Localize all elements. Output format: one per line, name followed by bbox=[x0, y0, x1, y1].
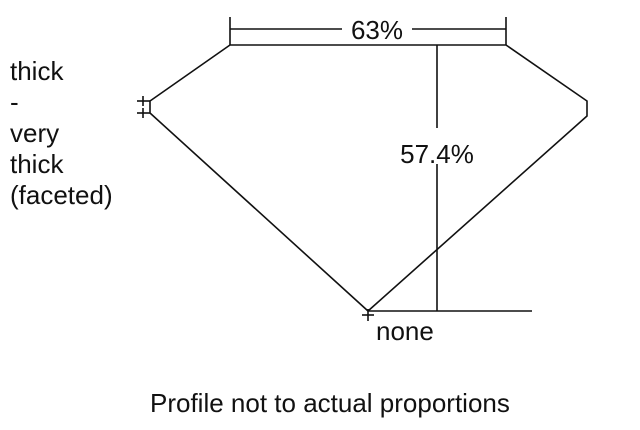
girdle-label-line: (faceted) bbox=[10, 180, 113, 210]
depth-percent-label: 57.4% bbox=[400, 139, 474, 169]
girdle-label: thick - very thick (faceted) bbox=[10, 56, 113, 210]
girdle-label-line: thick bbox=[10, 56, 64, 86]
depth-label-backdrop bbox=[410, 128, 470, 164]
table-percent-label: 63% bbox=[351, 15, 403, 45]
culet-label: none bbox=[376, 316, 434, 346]
caption: Profile not to actual proportions bbox=[150, 388, 510, 418]
girdle-label-line: thick bbox=[10, 149, 64, 179]
girdle-label-line: - bbox=[10, 87, 19, 117]
gem-outline bbox=[149, 44, 588, 313]
girdle-label-line: very bbox=[10, 118, 59, 148]
